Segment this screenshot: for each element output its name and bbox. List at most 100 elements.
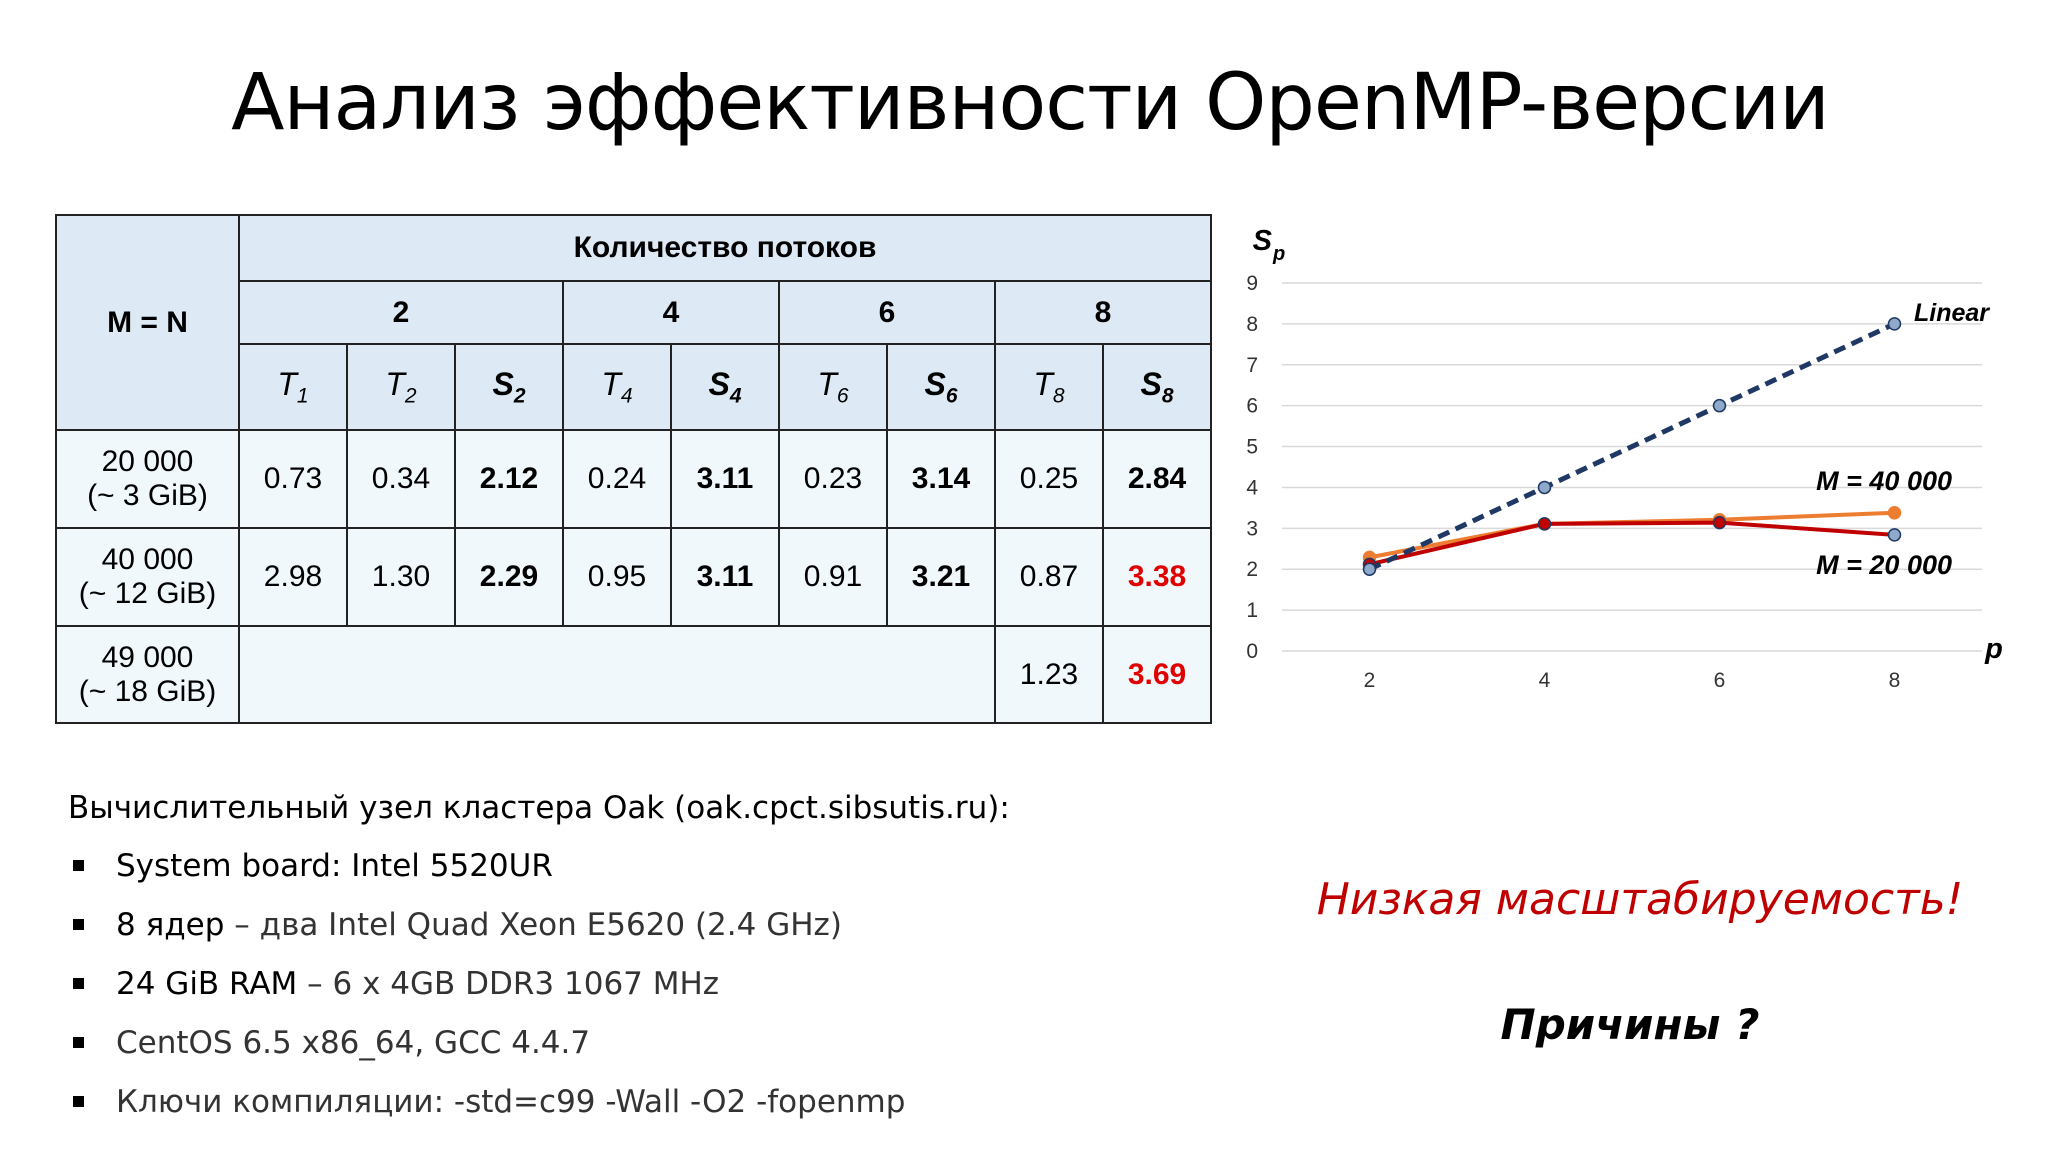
y-axis-label-sub: p (1272, 243, 1285, 265)
table-cell: 3.11 (670, 527, 780, 627)
sub-header-index: 4 (620, 384, 633, 408)
sub-header-letter: T (277, 365, 297, 402)
y-tick-label: 4 (1246, 476, 1258, 499)
speedup-chart: 0 1 2 3 4 5 6 7 8 9 2 4 6 8 S p p Linear M = 40 000 M = 20 … (1246, 225, 2003, 692)
node-info: Вычислительный узел кластера Oak (oak.cp… (68, 786, 1010, 1139)
sub-header-index: 2 (404, 384, 417, 408)
memory-size: (~ 12 GiB) (78, 577, 217, 610)
x-axis-label: p (1984, 633, 2003, 665)
thread-count-4: 4 (562, 280, 780, 345)
series-line (1369, 520, 1895, 567)
spec-rest: Ключи компиляции: -std=c99 -Wall -O2 -fo… (116, 1084, 906, 1120)
table-cell: 1.23 (994, 625, 1104, 724)
sub-header-t2: T2 (346, 343, 456, 431)
series-line (1368, 321, 1896, 572)
table-cell: 3.21 (886, 527, 996, 627)
data-point (1887, 528, 1902, 542)
table-cell: 1.30 (346, 527, 456, 627)
table-cell: 0.87 (994, 527, 1104, 627)
sub-header-letter: T (601, 365, 621, 402)
y-tick-label: 7 (1246, 354, 1258, 377)
table-cell: 0.24 (562, 429, 672, 529)
table-cell: 0.25 (994, 429, 1104, 529)
sub-header-letter: S (708, 365, 730, 402)
spec-rest: CentOS 6.5 x86_64, GCC 4.4.7 (116, 1025, 591, 1061)
x-tick-label: 8 (1889, 669, 1901, 692)
matrix-size: 20 000 (101, 445, 194, 478)
y-tick-label: 9 (1246, 272, 1258, 295)
y-tick-label: 8 (1246, 313, 1258, 336)
chart-series (1362, 317, 1902, 576)
data-point (1712, 515, 1727, 530)
row-size-label: 20 000 (~ 3 GiB) (55, 429, 240, 529)
sub-header-letter: S (924, 365, 946, 402)
list-item: CentOS 6.5 x86_64, GCC 4.4.7 (68, 1021, 1010, 1080)
spec-strong: System board: Intel 5520UR (116, 848, 553, 884)
memory-size: (~ 18 GiB) (78, 674, 217, 708)
table-cell: 2.84 (1101, 429, 1213, 529)
table-cell: 2.29 (454, 527, 564, 627)
x-tick-label: 2 (1364, 669, 1376, 692)
bullet-icon (73, 919, 84, 930)
sub-header-index: 4 (729, 384, 742, 408)
sub-header-index: 6 (836, 384, 849, 408)
scalability-note: Низкая масштабируемость! (1316, 874, 1964, 925)
table-cell: 3.11 (670, 429, 780, 529)
performance-table: M = N Количество потоков 2 4 6 8 T1 T2 S2 T… (55, 214, 1213, 724)
sub-header-s8: S8 (1101, 343, 1213, 431)
data-point (1887, 317, 1902, 331)
slide-title: Анализ эффективности OpenMP-версии (231, 58, 1830, 148)
row-size-label: 40 000 (~ 12 GiB) (55, 527, 240, 627)
sub-header-t6: T6 (778, 343, 888, 431)
row-size-label: 49 000 (~ 18 GiB) (55, 625, 240, 724)
y-tick-label: 3 (1246, 517, 1258, 540)
data-point (1712, 398, 1727, 413)
list-item: Ключи компиляции: -std=c99 -Wall -O2 -fo… (68, 1080, 1010, 1139)
sub-header-index: 1 (296, 384, 309, 408)
y-tick-label: 0 (1246, 640, 1258, 663)
y-tick-label: 5 (1246, 436, 1258, 459)
spec-strong: 24 GiB RAM (116, 966, 298, 1002)
sub-header-s2: S2 (454, 343, 564, 431)
x-tick-label: 4 (1539, 669, 1551, 692)
threads-header: Количество потоков (237, 214, 1213, 282)
sub-header-letter: S (492, 365, 514, 402)
table-cell: 0.23 (778, 429, 888, 529)
empty-cell (238, 625, 996, 724)
table-cell: 0.73 (238, 429, 348, 529)
bullet-icon (73, 860, 84, 871)
sub-header-s6: S6 (886, 343, 996, 431)
matrix-size: 49 000 (101, 640, 194, 674)
sub-header-index: 2 (513, 384, 526, 408)
y-tick-label: 2 (1246, 558, 1258, 581)
series-label: Linear (1914, 299, 1990, 327)
node-spec-list: System board: Intel 5520UR 8 ядер – два I… (68, 844, 1010, 1139)
sub-header-letter: T (1033, 365, 1053, 402)
memory-size: (~ 3 GiB) (87, 479, 208, 512)
bullet-icon (73, 978, 84, 989)
sub-header-index: 8 (1052, 384, 1065, 408)
list-item: System board: Intel 5520UR (68, 844, 1010, 903)
spec-strong: 8 ядер (116, 907, 225, 943)
reasons-question: Причины ? (1500, 1000, 1760, 1049)
thread-count-8: 8 (993, 280, 1213, 345)
data-point (1887, 506, 1902, 520)
table-cell-highlight: 3.38 (1101, 527, 1213, 627)
corner-label: M = N (55, 214, 240, 431)
sub-header-index: 8 (1161, 384, 1174, 408)
bullet-icon (73, 1096, 84, 1107)
sub-header-t1: T1 (238, 343, 348, 431)
y-axis-label: S (1253, 225, 1273, 257)
series-label: M = 40 000 (1816, 466, 1952, 496)
table-cell: 0.91 (778, 527, 888, 627)
chart-labels: 0 1 2 3 4 5 6 7 8 9 2 4 6 8 S p p Linear M = 40 000 M = 20 … (1246, 225, 2003, 692)
table-cell: 2.12 (454, 429, 564, 529)
sub-header-letter: S (1140, 365, 1162, 402)
list-item: 8 ядер – два Intel Quad Xeon E5620 (2.4 … (68, 903, 1010, 962)
table-cell: 0.95 (562, 527, 672, 627)
table-cell: 0.34 (346, 429, 456, 529)
sub-header-s4: S4 (670, 343, 780, 431)
thread-count-6: 6 (778, 280, 996, 345)
bullet-icon (73, 1037, 84, 1048)
table-cell: 2.98 (238, 527, 348, 627)
